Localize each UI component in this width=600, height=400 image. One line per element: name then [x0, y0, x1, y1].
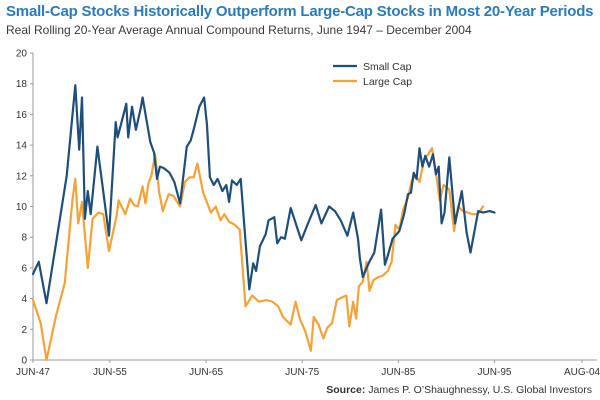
y-tick-label: 6	[21, 263, 27, 274]
source-note: Source: James P. O’Shaughnessy, U.S. Glo…	[326, 384, 592, 396]
x-tick-label: JUN-85	[381, 367, 415, 378]
y-tick-label: 12	[16, 171, 28, 182]
y-tick-label: 20	[16, 49, 28, 60]
x-tick-label: JUN-95	[478, 367, 512, 378]
y-tick-label: 0	[21, 356, 27, 367]
y-tick-label: 2	[21, 325, 27, 336]
x-tick-label: JUN-47	[16, 367, 50, 378]
y-tick-label: 4	[21, 294, 27, 305]
y-tick-label: 14	[16, 141, 28, 152]
x-tick-label: JUN-55	[93, 367, 127, 378]
x-tick-label: JUN-65	[189, 367, 223, 378]
y-tick-label: 18	[16, 79, 28, 90]
legend-label-large-cap: Large Cap	[363, 76, 412, 88]
chart-title: Small-Cap Stocks Historically Outperform…	[6, 3, 594, 20]
x-tick-label: JUN-75	[285, 367, 319, 378]
source-text: James P. O’Shaughnessy, U.S. Global Inve…	[368, 384, 592, 396]
y-tick-label: 8	[21, 233, 27, 244]
x-tick-label: AUG-04	[564, 367, 600, 378]
series-line-small-cap	[31, 84, 496, 305]
y-tick-label: 10	[16, 202, 28, 213]
legend-label-small-cap: Small Cap	[363, 61, 412, 73]
source-label: Source:	[326, 384, 366, 396]
chart-subtitle: Real Rolling 20-Year Average Annual Comp…	[6, 23, 472, 37]
y-tick-label: 16	[16, 110, 28, 121]
